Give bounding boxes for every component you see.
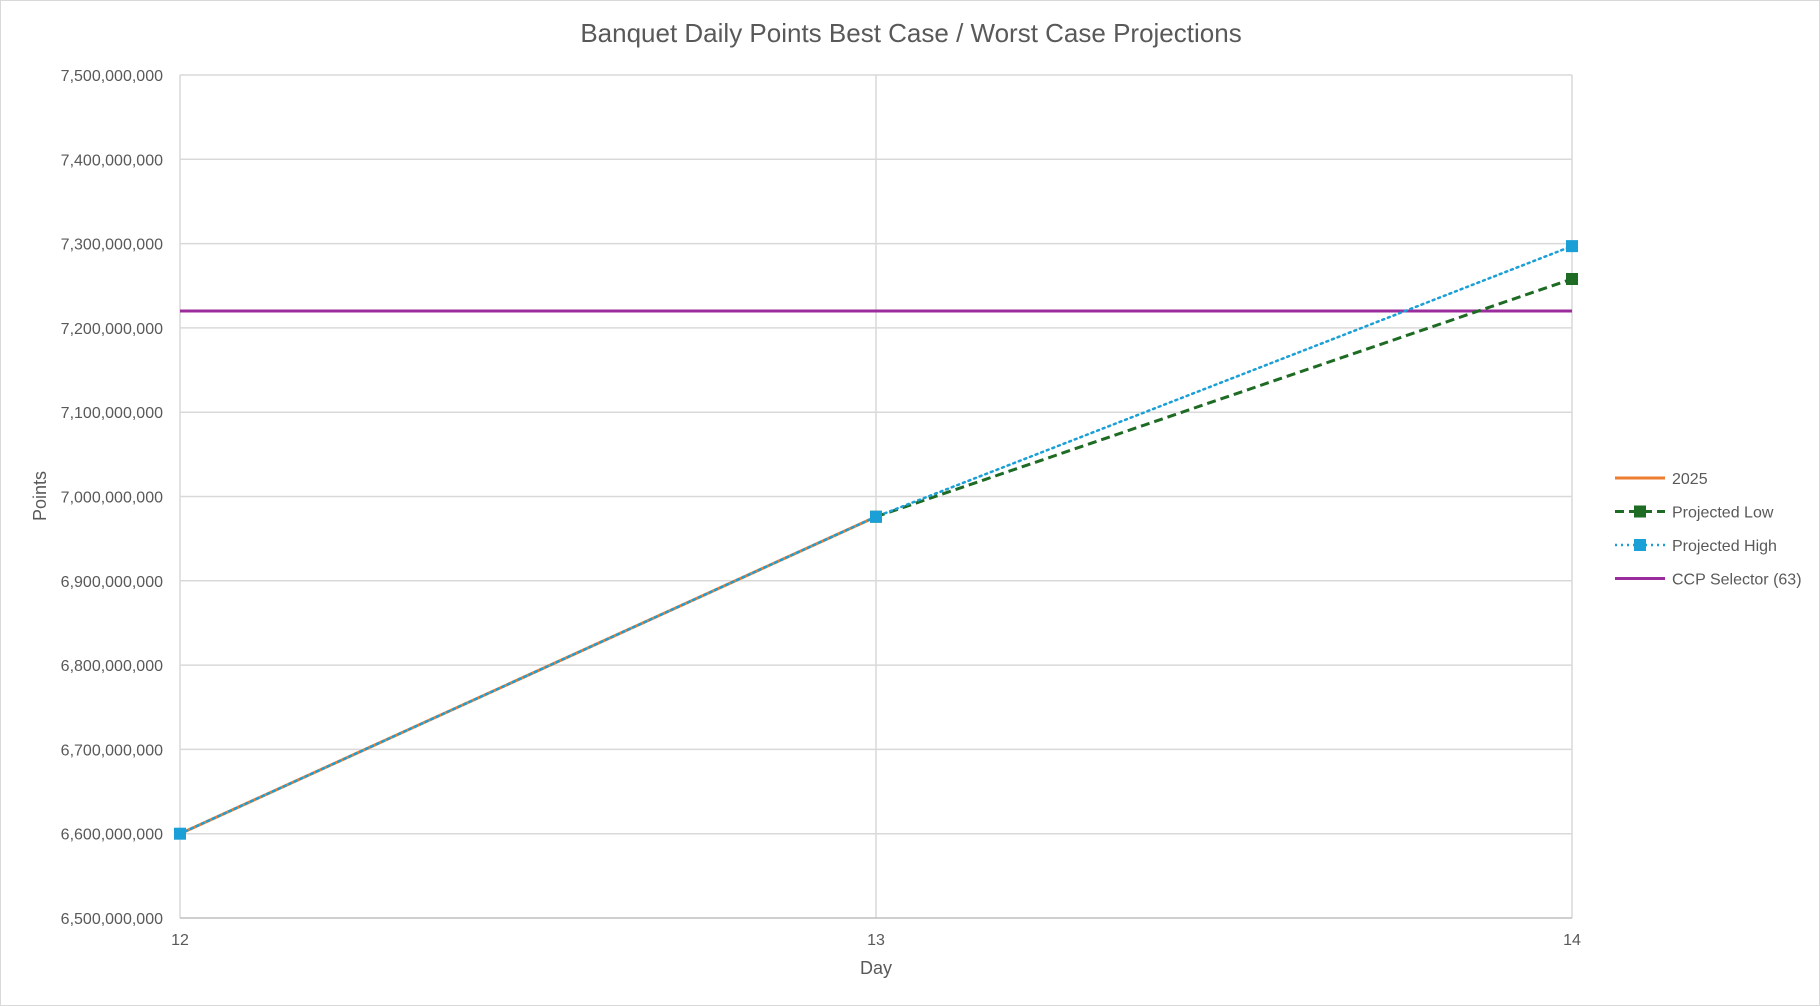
legend-label: Projected Low xyxy=(1672,505,1774,522)
y-tick-label: 6,900,000,000 xyxy=(61,574,163,591)
x-axis-ticks: 12 13 14 xyxy=(171,932,1581,949)
y-tick-label: 6,800,000,000 xyxy=(61,658,163,675)
data-point-marker xyxy=(1566,240,1578,253)
y-tick-label: 6,600,000,000 xyxy=(61,827,163,844)
legend-label: Projected High xyxy=(1672,538,1777,555)
chart-title: Banquet Daily Points Best Case / Worst C… xyxy=(580,18,1241,48)
legend-item: Projected High xyxy=(1615,538,1777,555)
y-tick-label: 7,400,000,000 xyxy=(61,152,163,169)
legend-label: CCP Selector (63) xyxy=(1672,572,1802,589)
data-point-marker xyxy=(870,510,882,523)
gridlines xyxy=(179,74,1573,918)
y-tick-label: 7,300,000,000 xyxy=(61,237,163,254)
legend-item: 2025 xyxy=(1615,471,1708,488)
y-tick-label: 7,000,000,000 xyxy=(61,490,163,507)
y-tick-label: 7,100,000,000 xyxy=(61,405,163,422)
legend-label: 2025 xyxy=(1672,471,1708,488)
y-axis-ticks: 6,500,000,000 6,600,000,000 6,700,000,000 6… xyxy=(61,68,163,928)
data-point-marker xyxy=(1566,273,1578,286)
y-tick-label: 6,500,000,000 xyxy=(61,911,163,928)
legend: 2025 Projected Low Projected High CCP Selec… xyxy=(1615,471,1802,589)
x-axis-title: Day xyxy=(860,958,892,978)
y-axis-title: Points xyxy=(30,471,50,521)
legend-item: Projected Low xyxy=(1615,505,1774,522)
y-tick-label: 7,500,000,000 xyxy=(61,68,163,85)
legend-marker xyxy=(1634,505,1646,518)
legend-item: CCP Selector (63) xyxy=(1615,572,1802,589)
y-tick-label: 6,700,000,000 xyxy=(61,742,163,759)
y-tick-label: 7,200,000,000 xyxy=(61,321,163,338)
series-line-projected-low xyxy=(875,277,1573,519)
series-lines xyxy=(174,240,1578,840)
x-tick-label: 14 xyxy=(1563,932,1581,949)
legend-marker xyxy=(1634,539,1646,551)
data-point-marker xyxy=(174,827,186,840)
x-tick-label: 13 xyxy=(867,932,885,949)
x-tick-label: 12 xyxy=(171,932,189,949)
